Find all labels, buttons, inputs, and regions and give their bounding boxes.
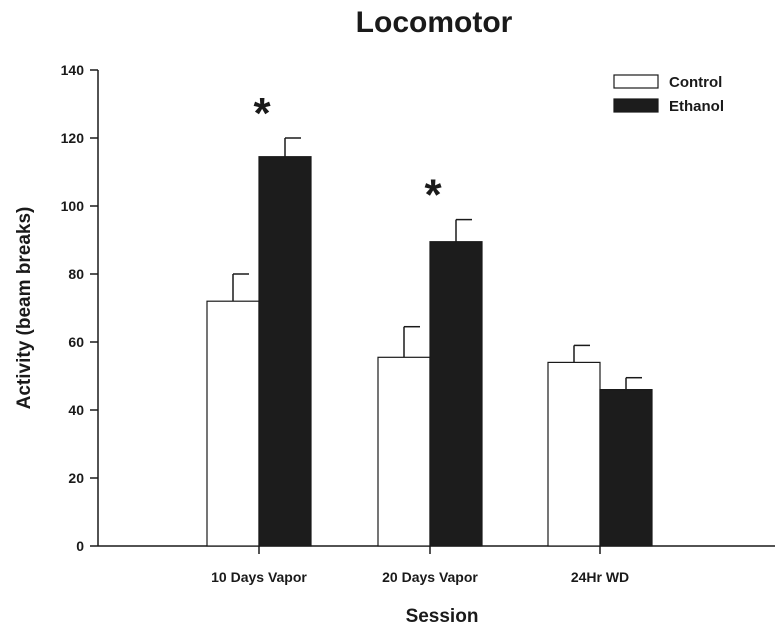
significance-marker-0: * <box>253 89 271 138</box>
y-tick-label-1: 20 <box>68 470 84 486</box>
bar-1-2 <box>599 389 653 547</box>
bar-0-1 <box>377 356 431 547</box>
annotations: ** <box>253 89 442 220</box>
x-tick-label-0: 10 Days Vapor <box>211 569 307 585</box>
x-tick-label-1: 20 Days Vapor <box>382 569 478 585</box>
legend-label-1: Ethanol <box>669 98 724 115</box>
bars <box>206 137 653 547</box>
legend-label-0: Control <box>669 74 722 91</box>
bar-0-2 <box>547 361 601 547</box>
legend-swatch-1 <box>613 98 659 113</box>
y-tick-label-7: 140 <box>61 62 85 78</box>
y-axis-title: Activity (beam breaks) <box>14 207 35 410</box>
x-axis-title: Session <box>406 606 479 627</box>
chart-title: Locomotor <box>356 6 513 39</box>
bar-1-1 <box>429 241 483 547</box>
legend: Control Ethanol <box>613 74 724 115</box>
legend-swatch-0 <box>613 74 659 89</box>
bar-0-0 <box>206 300 260 547</box>
y-tick-label-2: 40 <box>68 402 84 418</box>
bar-1-0 <box>258 156 312 547</box>
x-tick-label-2: 24Hr WD <box>571 569 629 585</box>
y-tick-label-3: 60 <box>68 334 84 350</box>
axes: 0 20 40 60 80 100 120 140 10 Days Vapor 20 Days V… <box>61 62 775 585</box>
y-tick-label-0: 0 <box>76 538 84 554</box>
y-tick-label-4: 80 <box>68 266 84 282</box>
significance-marker-1: * <box>424 171 442 220</box>
y-tick-label-6: 120 <box>61 130 85 146</box>
y-tick-label-5: 100 <box>61 198 85 214</box>
